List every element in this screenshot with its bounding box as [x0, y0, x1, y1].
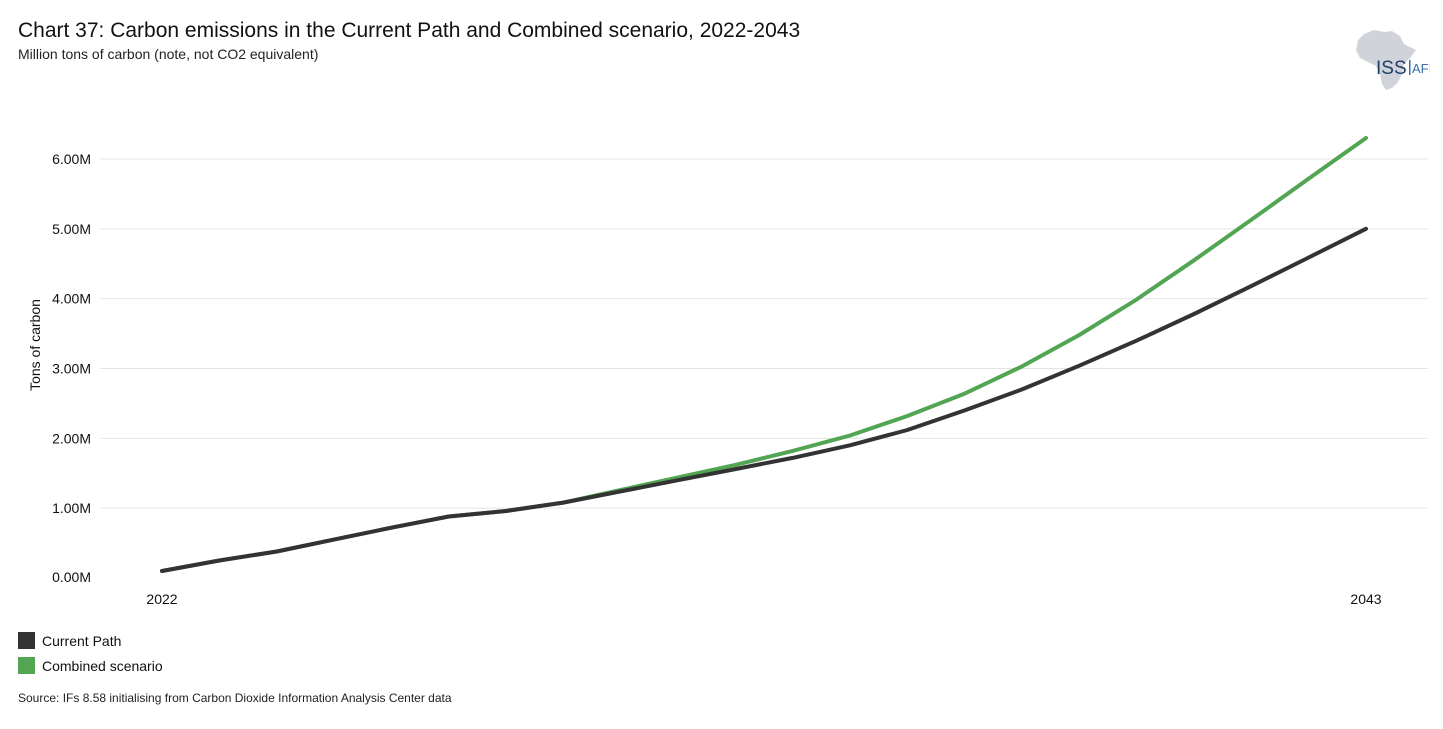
grid-lines [100, 158, 1428, 509]
chart-subtitle: Million tons of carbon (note, not CO2 eq… [18, 46, 319, 62]
x-axis-ticks: 2022 2043 [146, 591, 1381, 607]
series-line-current-path [160, 226, 1368, 573]
y-tick-label: 6.00M [52, 151, 91, 167]
y-tick-label: 2.00M [52, 430, 91, 446]
y-tick-label: 1.00M [52, 500, 91, 516]
chart-legend: Current Path Combined scenario [18, 628, 163, 678]
series-line-combined-scenario [160, 136, 1368, 573]
legend-swatch-current-path [18, 632, 35, 649]
legend-item-current-path: Current Path [18, 628, 163, 653]
y-axis-label: Tons of carbon [27, 299, 43, 391]
legend-label-current-path: Current Path [42, 632, 122, 649]
africa-map-icon [1356, 30, 1416, 90]
y-tick-label: 5.00M [52, 221, 91, 237]
y-tick-label: 4.00M [52, 291, 91, 307]
legend-label-combined-scenario: Combined scenario [42, 657, 163, 674]
chart-title: Chart 37: Carbon emissions in the Curren… [18, 19, 801, 42]
logo-text-iss: ISS [1376, 58, 1407, 79]
y-tick-label: 3.00M [52, 361, 91, 377]
source-note: Source: IFs 8.58 initialising from Carbo… [18, 691, 452, 705]
logo-text-afi: AFI [1412, 61, 1430, 76]
series-lines [160, 136, 1368, 573]
logo-divider [1409, 60, 1411, 75]
x-tick-label: 2043 [1350, 591, 1381, 607]
y-axis-ticks: 0.00M 1.00M 2.00M 3.00M 4.00M 5.00M 6.00M [52, 151, 91, 585]
x-tick-label: 2022 [146, 591, 177, 607]
y-tick-label: 0.00M [52, 569, 91, 585]
legend-swatch-combined-scenario [18, 657, 35, 674]
legend-item-combined-scenario: Combined scenario [18, 653, 163, 678]
iss-afi-logo: ISS AFI [1356, 30, 1430, 90]
